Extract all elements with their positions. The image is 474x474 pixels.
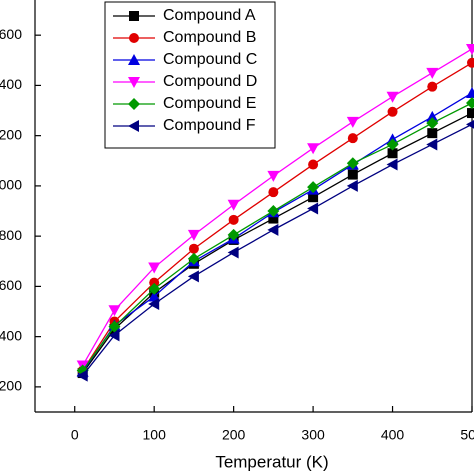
legend-marker xyxy=(128,98,140,110)
legend-label: Compound C xyxy=(163,51,257,68)
marker xyxy=(267,170,280,182)
marker xyxy=(108,329,120,342)
marker xyxy=(387,106,398,117)
legend-marker xyxy=(128,120,139,132)
marker xyxy=(426,110,439,122)
marker xyxy=(387,148,398,159)
x-tick-label: 200 xyxy=(222,427,246,443)
marker xyxy=(467,108,474,119)
y-tick-label: 800 xyxy=(0,227,22,243)
marker xyxy=(466,119,474,129)
y-tick-label: 1200 xyxy=(0,126,22,142)
marker xyxy=(307,181,320,194)
marker xyxy=(427,81,438,92)
y-tick-label: 600 xyxy=(0,277,22,293)
x-tick-label: 0 xyxy=(71,427,79,443)
legend-marker xyxy=(129,33,139,43)
marker xyxy=(346,116,359,128)
marker xyxy=(227,246,239,259)
marker xyxy=(267,223,279,236)
marker xyxy=(426,117,439,130)
marker xyxy=(466,43,474,55)
y-tick-label: 400 xyxy=(0,327,22,343)
marker xyxy=(426,138,438,151)
marker xyxy=(386,158,398,171)
marker xyxy=(188,243,199,254)
marker xyxy=(466,86,474,98)
series-line xyxy=(82,112,473,374)
y-tick-label: 1000 xyxy=(0,177,22,193)
marker xyxy=(148,297,160,310)
marker xyxy=(346,157,359,170)
marker xyxy=(346,179,358,192)
marker xyxy=(267,205,280,218)
marker xyxy=(227,228,240,241)
x-tick-label: 500 xyxy=(460,427,474,443)
y-tick-label: 1600 xyxy=(0,26,22,42)
y-tick-label: 1400 xyxy=(0,76,22,92)
marker xyxy=(427,128,438,139)
marker xyxy=(108,320,121,333)
marker xyxy=(347,133,358,144)
legend-label: Compound A xyxy=(163,7,256,24)
x-tick-label: 300 xyxy=(301,427,325,443)
marker xyxy=(466,97,474,109)
marker xyxy=(228,214,239,225)
marker xyxy=(187,270,199,283)
marker xyxy=(148,262,161,274)
marker xyxy=(467,57,474,68)
y-tick-label: 200 xyxy=(0,378,22,394)
marker xyxy=(227,199,240,211)
marker xyxy=(308,192,319,203)
series-line xyxy=(82,123,473,376)
x-axis-label: Temperatur (K) xyxy=(215,452,328,471)
marker xyxy=(108,305,121,317)
marker xyxy=(76,369,88,382)
legend-label: Compound D xyxy=(163,73,257,90)
legend-marker xyxy=(128,77,140,88)
legend-marker xyxy=(129,11,139,21)
marker xyxy=(308,159,319,170)
marker xyxy=(148,290,161,302)
x-tick-label: 100 xyxy=(143,427,167,443)
marker xyxy=(386,138,399,151)
legend-label: Compound E xyxy=(163,95,256,112)
legend-label: Compound F xyxy=(163,117,256,134)
x-tick-label: 400 xyxy=(381,427,405,443)
marker xyxy=(148,282,161,295)
legend-label: Compound B xyxy=(163,29,256,46)
marker xyxy=(307,202,319,215)
marker xyxy=(347,169,358,180)
marker xyxy=(426,67,439,79)
marker xyxy=(307,143,320,155)
marker xyxy=(187,229,200,241)
marker xyxy=(187,252,200,265)
marker xyxy=(149,277,160,288)
legend-marker xyxy=(128,54,140,65)
marker xyxy=(386,91,399,103)
marker xyxy=(268,187,279,198)
